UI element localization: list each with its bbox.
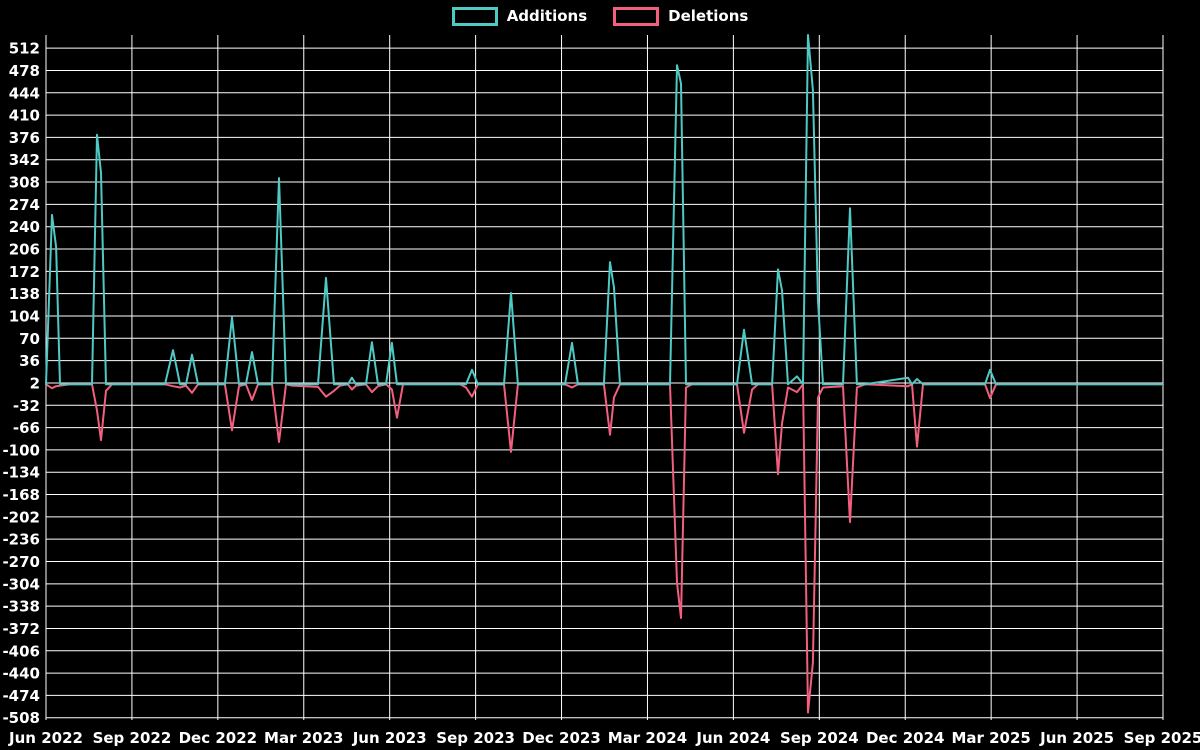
legend-label-additions: Additions — [506, 7, 588, 25]
y-tick-label: 376 — [9, 129, 40, 147]
x-tick-label: Mar 2024 — [608, 729, 687, 747]
x-tick-label: Dec 2022 — [179, 729, 258, 747]
x-tick-label: Sep 2024 — [780, 729, 859, 747]
y-tick-label: 206 — [9, 241, 40, 259]
legend-item-deletions[interactable]: Deletions — [613, 7, 748, 26]
y-tick-label: 274 — [9, 196, 40, 214]
legend-label-deletions: Deletions — [668, 7, 749, 25]
y-tick-label: 36 — [19, 352, 40, 370]
y-tick-label: 240 — [9, 218, 40, 236]
y-tick-label: 342 — [9, 151, 40, 169]
y-tick-label: -406 — [2, 642, 40, 660]
y-tick-label: -372 — [2, 620, 40, 638]
legend-item-additions[interactable]: Additions — [451, 7, 588, 26]
x-tick-label: Jun 2022 — [8, 729, 83, 747]
x-tick-label: Mar 2023 — [264, 729, 343, 747]
y-tick-label: -100 — [2, 441, 40, 459]
x-tick-label: Sep 2025 — [1124, 729, 1200, 747]
y-tick-label: -508 — [2, 709, 40, 727]
y-tick-label: -134 — [2, 464, 40, 482]
y-tick-label: -32 — [13, 397, 40, 415]
y-tick-label: 410 — [9, 107, 40, 125]
additions-swatch-icon — [451, 7, 498, 26]
y-tick-label: -168 — [2, 486, 40, 504]
y-tick-label: 2 — [30, 374, 40, 392]
chart-legend: Additions Deletions — [0, 7, 1200, 26]
x-tick-label: Jun 2024 — [695, 729, 770, 747]
x-tick-label: Mar 2025 — [951, 729, 1030, 747]
x-tick-label: Jun 2023 — [352, 729, 427, 747]
x-tick-label: Sep 2022 — [93, 729, 172, 747]
y-tick-label: 172 — [9, 263, 40, 281]
y-tick-label: 308 — [9, 174, 40, 192]
x-tick-label: Dec 2024 — [866, 729, 945, 747]
x-tick-label: Sep 2023 — [436, 729, 515, 747]
deletions-swatch-icon — [613, 7, 660, 26]
series-line-deletions — [45, 383, 1164, 714]
x-tick-label: Dec 2023 — [522, 729, 601, 747]
y-tick-label: -304 — [2, 575, 40, 593]
x-tick-label: Jun 2025 — [1039, 729, 1114, 747]
y-tick-label: 512 — [9, 40, 40, 58]
y-tick-label: 138 — [9, 285, 40, 303]
y-tick-label: 70 — [19, 330, 40, 348]
y-tick-label: -440 — [2, 665, 40, 683]
y-tick-label: -270 — [2, 553, 40, 571]
y-tick-label: -202 — [2, 508, 40, 526]
y-tick-label: -66 — [13, 419, 40, 437]
y-tick-label: 478 — [9, 62, 40, 80]
y-tick-label: -236 — [2, 531, 40, 549]
y-tick-label: 444 — [9, 84, 40, 102]
series-line-additions — [45, 34, 1164, 386]
y-tick-label: -338 — [2, 598, 40, 616]
y-tick-label: -474 — [2, 687, 40, 705]
y-tick-label: 104 — [9, 307, 40, 325]
